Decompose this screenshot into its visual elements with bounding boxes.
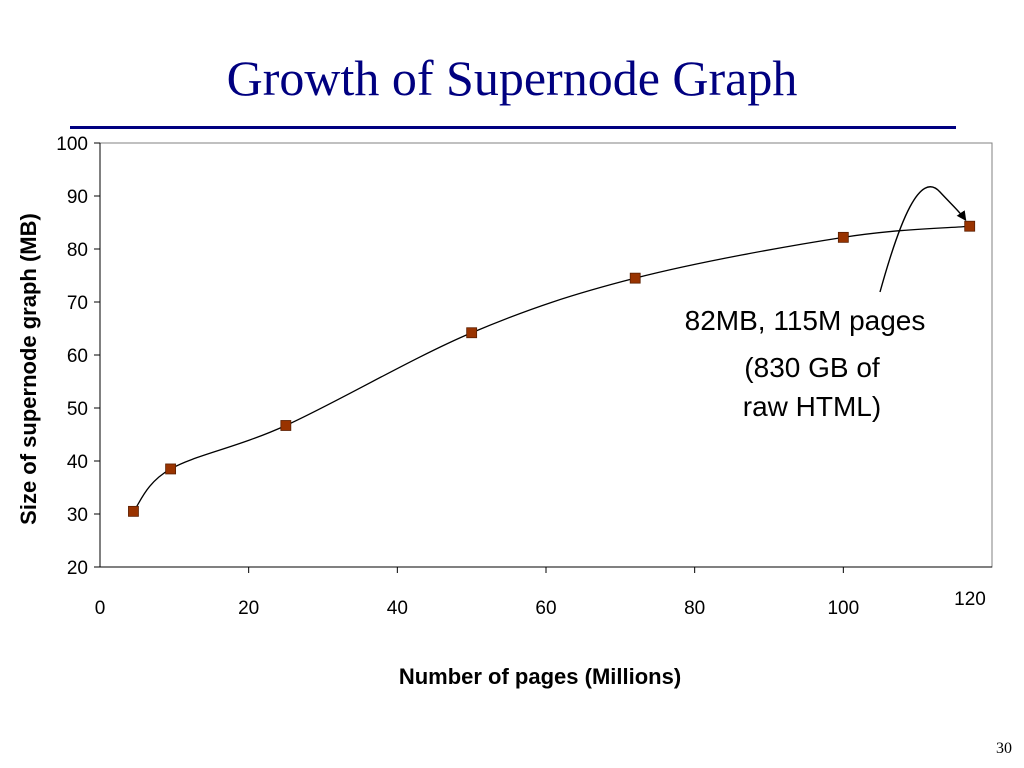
y-tick-label: 70 xyxy=(67,293,88,314)
y-axis-label: Size of supernode graph (MB) xyxy=(16,213,41,525)
x-tick-label: 20 xyxy=(238,598,259,619)
data-point-marker xyxy=(837,231,849,243)
y-tick-label: 20 xyxy=(67,558,88,579)
slide-title: Growth of Supernode Graph xyxy=(226,50,798,106)
data-point-marker xyxy=(128,505,139,517)
x-tick-label: 120 xyxy=(954,589,986,610)
y-tick-label: 60 xyxy=(67,346,88,367)
y-tick-label: 50 xyxy=(67,399,88,420)
annotation-line: (830 GB of xyxy=(744,352,880,383)
y-tick-label: 80 xyxy=(67,240,88,261)
data-point-marker xyxy=(629,272,641,284)
page-number: 30 xyxy=(996,740,1012,757)
x-axis-ticks: 0 20 40 60 80 100 120 xyxy=(95,567,986,619)
title-divider xyxy=(70,126,956,129)
x-tick-label: 40 xyxy=(387,598,408,619)
annotation-callout: 82MB, 115M pages (830 GB of raw HTML) xyxy=(685,305,926,422)
y-tick-label: 90 xyxy=(67,187,88,208)
y-tick-label: 40 xyxy=(67,452,88,473)
x-tick-label: 0 xyxy=(95,598,106,619)
x-axis-label: Number of pages (Millions) xyxy=(399,664,681,689)
annotation-arrow xyxy=(879,186,967,293)
y-tick-label: 30 xyxy=(67,505,88,526)
x-tick-label: 80 xyxy=(684,598,705,619)
x-tick-label: 60 xyxy=(535,598,556,619)
data-point-marker xyxy=(964,220,976,232)
data-point-marker xyxy=(466,327,478,339)
data-point-marker xyxy=(165,463,177,475)
annotation-line: raw HTML) xyxy=(743,391,881,422)
data-point-marker xyxy=(280,420,292,431)
y-axis-ticks: 20 30 40 50 60 70 80 90 100 xyxy=(56,134,100,579)
x-tick-label: 100 xyxy=(827,598,859,619)
series-markers xyxy=(128,220,976,517)
y-tick-label: 100 xyxy=(56,134,88,155)
annotation-line: 82MB, 115M pages xyxy=(685,305,926,336)
